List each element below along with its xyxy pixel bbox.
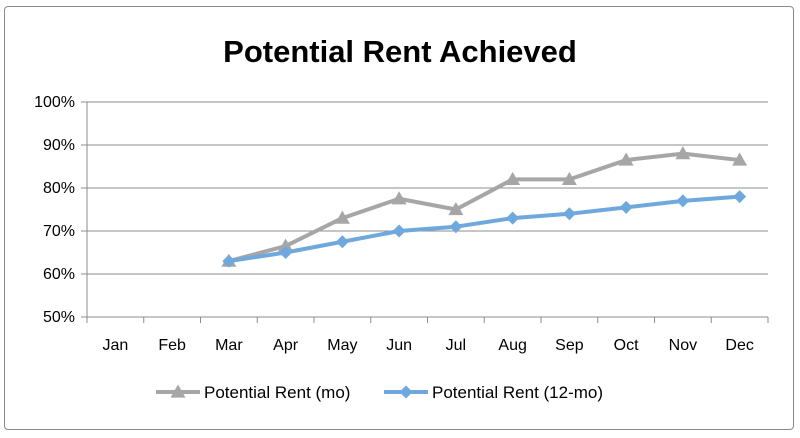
chart-frame bbox=[4, 6, 794, 430]
x-tick-label: Jul bbox=[446, 337, 466, 354]
series-group bbox=[221, 146, 748, 268]
x-tick-label: May bbox=[327, 337, 357, 354]
y-tick-label: 70% bbox=[43, 223, 75, 240]
data-point bbox=[619, 200, 633, 214]
chart-title: Potential Rent Achieved bbox=[223, 34, 577, 69]
data-point bbox=[676, 194, 690, 208]
data-point bbox=[675, 146, 691, 160]
data-point bbox=[562, 207, 576, 221]
data-point bbox=[506, 211, 520, 225]
data-point bbox=[505, 171, 521, 186]
x-tick-label: Sep bbox=[555, 337, 584, 354]
x-tick-label: Oct bbox=[614, 337, 639, 354]
x-tick-labels: Jan Feb Mar Apr May Jun Jul Aug Sep Oct Nov Dec bbox=[102, 337, 753, 354]
data-point bbox=[449, 220, 463, 234]
x-tick-label: Jun bbox=[386, 337, 412, 354]
series-1 bbox=[221, 146, 748, 267]
data-point bbox=[222, 254, 236, 268]
legend-label: Potential Rent (mo) bbox=[204, 383, 350, 402]
series-line bbox=[226, 194, 742, 264]
data-point bbox=[392, 224, 406, 238]
data-point bbox=[448, 202, 464, 216]
data-point bbox=[335, 235, 349, 249]
y-tick-labels: 50% 60% 70% 80% 90% 100% bbox=[34, 94, 75, 326]
x-tick-label: Jan bbox=[102, 337, 128, 354]
series-2 bbox=[222, 190, 747, 268]
x-tick-label: Nov bbox=[669, 337, 697, 354]
legend-item-1: Potential Rent (mo) bbox=[156, 383, 350, 402]
legend: Potential Rent (mo) Potential Rent (12-mo… bbox=[156, 383, 603, 402]
data-point bbox=[279, 246, 293, 259]
y-tick-label: 80% bbox=[43, 180, 75, 197]
x-tick-label: Mar bbox=[215, 337, 243, 354]
legend-item-2: Potential Rent (12-mo) bbox=[384, 383, 603, 402]
y-tick-label: 50% bbox=[43, 309, 75, 326]
x-tick-label: Feb bbox=[158, 337, 186, 354]
legend-swatch-marker bbox=[170, 384, 186, 398]
data-point bbox=[278, 238, 294, 252]
data-point bbox=[391, 191, 407, 205]
y-tick-label: 60% bbox=[43, 266, 75, 283]
series-line bbox=[226, 151, 742, 264]
legend-swatch-marker bbox=[399, 385, 413, 399]
data-point bbox=[561, 171, 577, 186]
data-point bbox=[618, 152, 634, 166]
data-point bbox=[334, 210, 350, 224]
axes bbox=[81, 101, 769, 323]
x-tick-label: Dec bbox=[725, 337, 753, 354]
y-tick-label: 90% bbox=[43, 137, 75, 154]
legend-label: Potential Rent (12-mo) bbox=[432, 383, 603, 402]
x-tick-label: Aug bbox=[498, 337, 526, 354]
y-tick-label: 100% bbox=[34, 94, 75, 111]
data-point bbox=[732, 152, 748, 166]
x-tick-label: Apr bbox=[273, 337, 299, 354]
data-point bbox=[733, 190, 747, 204]
grid-lines bbox=[87, 101, 768, 275]
